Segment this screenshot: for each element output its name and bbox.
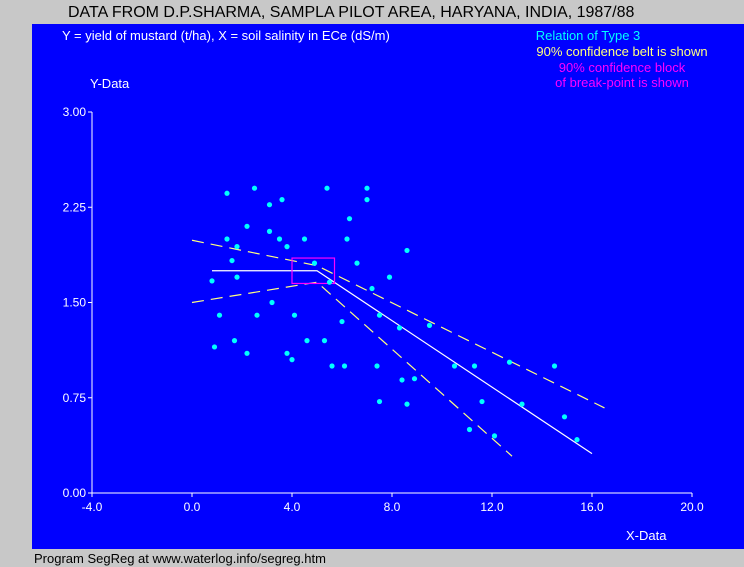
y-axis-label: Y-Data <box>90 76 130 91</box>
y-tick-label: 0.00 <box>63 486 87 500</box>
data-point <box>301 236 308 242</box>
legend-break-point: of break-point is shown <box>555 75 689 90</box>
x-tick-label: 4.0 <box>284 500 301 514</box>
data-point <box>244 350 250 356</box>
axes: -4.0 0.0 4.0 8.0 12.0 16.0 20.0 0.00 0.75 1.50 2.2… <box>63 105 704 514</box>
data-point <box>426 322 433 328</box>
data-point <box>376 398 383 405</box>
chart-subtitle: Y = yield of mustard (t/ha), X = soil sa… <box>62 28 390 43</box>
data-point <box>326 279 333 285</box>
data-point <box>289 357 295 363</box>
x-tick-label: -4.0 <box>82 500 103 514</box>
data-point <box>561 414 568 420</box>
data-point <box>364 197 370 203</box>
data-point <box>491 433 498 439</box>
data-point <box>279 197 285 203</box>
plot-area: Y = yield of mustard (t/ha), X = soil sa… <box>32 24 744 549</box>
data-point <box>551 363 558 369</box>
data-point <box>399 377 405 383</box>
data-point <box>346 216 353 222</box>
data-point <box>364 185 370 191</box>
data-point <box>209 278 215 284</box>
data-point <box>574 437 580 443</box>
legend-confidence-belt: 90% confidence belt is shown <box>536 44 707 59</box>
data-point <box>276 236 283 242</box>
data-point <box>339 318 345 325</box>
data-point <box>506 359 513 365</box>
footer-text: Program SegReg at www.waterlog.info/segr… <box>34 551 326 566</box>
data-point <box>411 376 418 382</box>
data-point <box>234 274 240 280</box>
data-point <box>396 325 403 331</box>
x-tick-label: 0.0 <box>184 500 201 514</box>
data-point <box>251 185 258 191</box>
x-tick-label: 20.0 <box>680 500 704 514</box>
x-axis-label: X-Data <box>626 528 667 543</box>
data-point <box>229 257 235 264</box>
data-point <box>284 350 290 356</box>
data-point <box>266 228 273 234</box>
data-point <box>404 247 410 254</box>
data-point <box>254 312 260 318</box>
data-point <box>466 426 473 433</box>
y-tick-label: 0.75 <box>63 391 87 405</box>
data-point <box>369 285 375 292</box>
x-tick-label: 8.0 <box>384 500 401 514</box>
data-point <box>374 363 380 369</box>
data-point <box>291 312 298 318</box>
data-point <box>266 202 273 208</box>
confidence-belt-lower <box>191 281 513 457</box>
data-point <box>224 236 230 242</box>
chart-title: DATA FROM D.P.SHARMA, SAMPLA PILOT AREA,… <box>68 4 635 21</box>
data-point <box>211 344 218 350</box>
data-point <box>451 363 458 369</box>
data-point <box>284 244 290 250</box>
data-point <box>234 244 240 250</box>
regression-line <box>212 270 593 455</box>
data-point <box>376 312 383 318</box>
data-point <box>519 401 525 407</box>
series-layer <box>191 185 605 457</box>
data-point <box>324 185 330 191</box>
data-point <box>471 363 478 369</box>
data-point <box>404 401 410 407</box>
data-point <box>479 398 485 405</box>
data-point <box>386 274 393 280</box>
data-point <box>304 338 310 344</box>
data-point <box>311 260 318 266</box>
data-point <box>216 312 223 318</box>
data-point <box>244 223 250 229</box>
y-tick-label: 2.25 <box>63 200 87 214</box>
x-tick-label: 12.0 <box>480 500 504 514</box>
data-point <box>321 338 328 344</box>
data-point <box>341 363 348 369</box>
y-tick-label: 3.00 <box>63 105 87 119</box>
confidence-belt-upper <box>191 239 605 409</box>
data-point <box>329 363 335 369</box>
data-point <box>354 260 360 266</box>
data-point <box>224 190 230 196</box>
data-point <box>231 338 238 344</box>
chart-svg: Y = yield of mustard (t/ha), X = soil sa… <box>62 28 708 543</box>
legend-relation: Relation of Type 3 <box>536 28 641 43</box>
data-point <box>269 299 275 306</box>
y-tick-label: 1.50 <box>63 296 87 310</box>
data-point <box>344 236 350 242</box>
x-tick-label: 16.0 <box>580 500 604 514</box>
breakpoint-confidence-block <box>291 257 336 285</box>
legend-confidence-block: 90% confidence block <box>559 60 686 75</box>
